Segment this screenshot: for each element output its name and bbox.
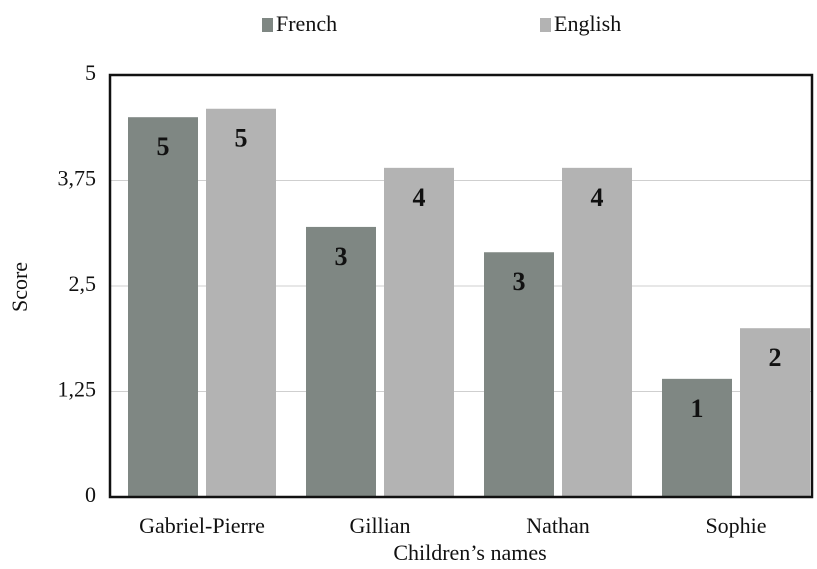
legend-label: English [554,11,621,36]
value-label: 1 [691,394,704,423]
y-tick-label: 5 [85,60,96,85]
legend-label: French [276,11,337,36]
legend-swatch [262,18,273,32]
y-tick-label: 2,5 [69,271,97,296]
y-tick-label: 3,75 [58,166,97,191]
value-label: 3 [513,267,526,296]
value-label: 5 [235,124,248,153]
value-label: 3 [335,242,348,271]
bar [484,252,554,497]
x-tick-label: Nathan [526,513,590,538]
y-axis-label: Score [7,262,32,312]
bar [740,328,810,497]
y-tick-label: 1,25 [58,377,97,402]
bar [306,226,376,498]
value-label: 4 [413,183,426,212]
value-label: 2 [769,343,782,372]
x-axis-label: Children’s names [393,540,546,565]
y-tick-label: 0 [85,482,96,507]
value-label: 5 [157,132,170,161]
x-tick-label: Sophie [705,513,766,538]
x-tick-label: Gillian [349,513,410,538]
bar [562,167,632,497]
bar [206,108,276,497]
bar [662,378,732,497]
plot-frame [108,73,814,499]
value-label: 4 [591,183,604,212]
bar [128,117,198,497]
x-tick-label: Gabriel-Pierre [139,513,265,538]
legend-swatch [540,18,551,32]
bar [384,167,454,497]
